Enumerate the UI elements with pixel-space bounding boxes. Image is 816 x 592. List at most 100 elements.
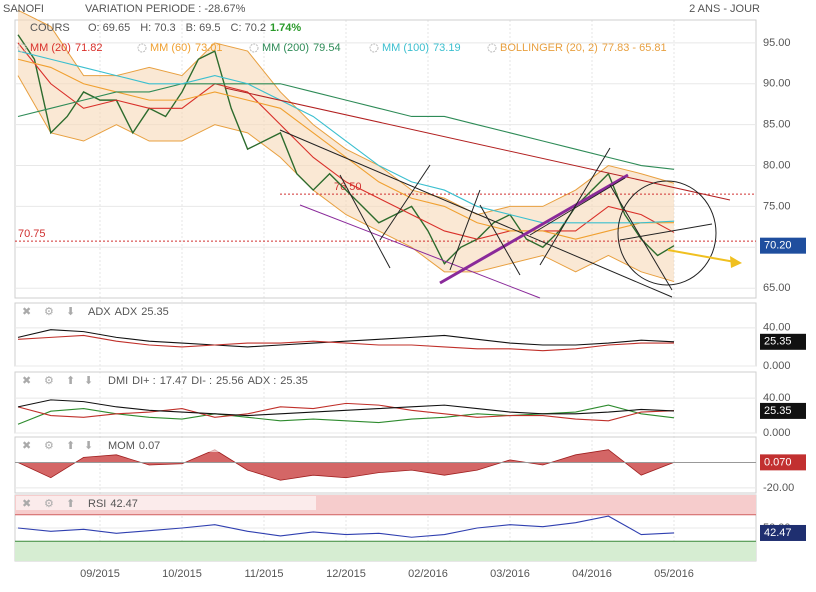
y-tick-label: -20.00 — [763, 482, 794, 494]
quote: COURS — [30, 22, 70, 34]
y-tick-label: 65.00 — [763, 282, 791, 294]
line — [17, 50, 675, 224]
legend-value: 71.82 — [75, 42, 103, 54]
title: SANOFI — [3, 3, 44, 15]
panel-frame — [14, 436, 757, 494]
level-label: 70.75 — [18, 228, 46, 240]
panel-icon[interactable]: ⬆ — [66, 498, 75, 510]
quote: 1.74% — [270, 22, 301, 34]
band-lower — [17, 75, 675, 283]
x-tick-label: 11/2015 — [245, 568, 284, 580]
panel-header-bg — [16, 304, 316, 318]
line — [17, 42, 675, 240]
legend-value: 79.54 — [313, 42, 341, 54]
legend-name[interactable]: BOLLINGER (20, 2) — [500, 42, 598, 54]
legend-icon[interactable] — [17, 43, 27, 53]
legend-name[interactable]: MM (60) — [150, 42, 191, 54]
legend-name[interactable]: MM (200) — [262, 42, 309, 54]
panel-icon[interactable]: ⚙ — [44, 306, 54, 318]
x-tick-label: 12/2015 — [326, 568, 366, 580]
x-tick-label: 03/2016 — [490, 568, 530, 580]
panel-header-text: 25.35 — [280, 375, 308, 387]
trend-line — [339, 174, 391, 269]
y-tick-label: 95.00 — [763, 37, 791, 49]
quote: H: 70.3 — [140, 22, 175, 34]
legend-value: 77.83 - 65.81 — [602, 42, 667, 54]
legend-icon[interactable] — [137, 43, 147, 53]
legend-value: 73.19 — [433, 42, 461, 54]
value-box-label: 25.35 — [764, 336, 792, 348]
panel-icon[interactable]: ⚙ — [44, 498, 54, 510]
panel-header-text: MOM — [108, 440, 135, 452]
legend-name[interactable]: MM (100) — [382, 42, 429, 54]
panel-icon[interactable]: ⚙ — [44, 375, 54, 387]
y-tick-label: 40.00 — [763, 392, 791, 404]
quote: O: 69.65 — [88, 22, 130, 34]
panel-icon[interactable]: ⚙ — [44, 440, 54, 452]
panel-header-bg — [16, 373, 316, 387]
panel-header-bg — [16, 496, 316, 510]
trend-line — [449, 189, 481, 271]
panel-header-text: DI+ : — [132, 375, 156, 387]
y-tick-label: 75.00 — [763, 200, 791, 212]
trend-line — [299, 204, 541, 299]
value-box — [760, 237, 806, 254]
value-box — [760, 333, 806, 350]
trend-line — [279, 129, 673, 298]
line — [17, 334, 674, 352]
trend-line — [529, 177, 626, 236]
trend-line — [224, 87, 731, 201]
value-box — [760, 454, 806, 471]
panel-icon[interactable]: ✖ — [22, 375, 31, 387]
arrow — [667, 249, 736, 263]
trend-line — [379, 164, 431, 241]
line — [17, 515, 675, 538]
panel-icon[interactable]: ✖ — [22, 440, 31, 452]
panel-header-text: 25.35 — [141, 306, 169, 318]
x-tick-label: 09/2015 — [80, 568, 120, 580]
panel-icon[interactable]: ✖ — [22, 306, 31, 318]
x-tick-label: 02/2016 — [408, 568, 448, 580]
value-box-label: 0.070 — [764, 456, 792, 468]
band-fill — [18, 10, 674, 282]
value-box — [760, 402, 806, 419]
arrow-head — [730, 256, 742, 268]
legend-value: 73.01 — [195, 42, 223, 54]
y-tick-label: 80.00 — [763, 159, 791, 171]
line — [17, 58, 675, 240]
y-tick-label: 0.000 — [763, 360, 791, 372]
trend-line — [479, 204, 521, 276]
trend-line — [539, 147, 611, 266]
legend-icon[interactable] — [249, 43, 259, 53]
panel-header-text: DI- : — [191, 375, 212, 387]
trend-line — [609, 184, 673, 291]
trend-line — [439, 173, 629, 285]
x-tick-label: 10/2015 — [162, 568, 202, 580]
subtitle: VARIATION PERIODE : -28.67% — [85, 3, 246, 15]
panel-header-bg — [16, 438, 316, 452]
line — [17, 83, 675, 170]
legend-name[interactable]: MM (20) — [30, 42, 71, 54]
panel-icon[interactable]: ⬆ — [66, 440, 75, 452]
panel-icon[interactable]: ✖ — [22, 498, 31, 510]
value-box-label: 42.47 — [764, 527, 792, 539]
line — [17, 402, 675, 422]
area — [17, 449, 675, 481]
panel-icon[interactable]: ⬇ — [84, 440, 93, 452]
y-tick-label: 0.000 — [763, 427, 791, 439]
circle-drawing — [617, 180, 717, 286]
panel-icon[interactable]: ⬇ — [84, 375, 93, 387]
legend-icon[interactable] — [487, 43, 497, 53]
panel-header-text: RSI — [88, 498, 106, 510]
value-box-label: 70.20 — [764, 240, 792, 252]
legend-icon[interactable] — [369, 43, 379, 53]
panel-icon[interactable]: ⬇ — [66, 306, 75, 318]
panel-icon[interactable]: ⬆ — [66, 375, 75, 387]
panel-header-text: 0.07 — [139, 440, 160, 452]
value-box-label: 25.35 — [764, 405, 792, 417]
panel-header-text: ADX — [88, 306, 111, 318]
line — [17, 329, 675, 348]
quote: B: 69.5 — [186, 22, 221, 34]
y-tick-label: 85.00 — [763, 119, 791, 131]
